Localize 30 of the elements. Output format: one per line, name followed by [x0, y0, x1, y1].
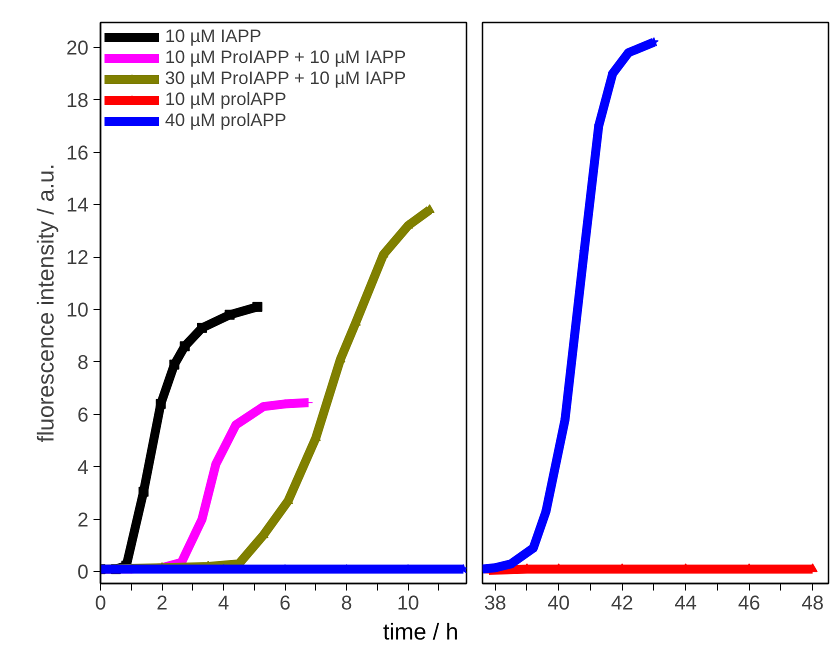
y-tick-label: 8	[77, 352, 88, 374]
x-tick-label: 4	[218, 592, 230, 614]
x-tick-label: 38	[484, 592, 506, 614]
y-tick-label: 20	[66, 37, 89, 60]
x-tick-label: 6	[279, 592, 291, 614]
y-tick-label: 14	[66, 194, 89, 217]
x-tick-label: 40	[548, 592, 570, 614]
y-axis-title: fluorescence intensity / a.u.	[32, 164, 58, 442]
x-tick-label: 2	[156, 592, 168, 614]
legend-label: 10 µM ProIAPP + 10 µM IAPP	[165, 47, 406, 68]
x-tick-label: 48	[802, 592, 824, 614]
x-tick-label: 10	[396, 592, 420, 614]
text: time / h	[382, 618, 458, 644]
y-tick-label: 4	[77, 456, 88, 479]
legend-label: 30 µM ProIAPP + 10 µM IAPP	[165, 68, 406, 89]
y-tick-label: 10	[66, 300, 89, 322]
y-tick-label: 0	[77, 562, 88, 584]
y-tick-label: 16	[66, 142, 89, 164]
y-tick-label: 12	[66, 247, 89, 270]
x-tick-label: 8	[340, 592, 352, 614]
y-tick-label: 18	[66, 90, 89, 112]
legend-label: 10 µM IAPP	[165, 26, 262, 47]
y-tick-label: 2	[77, 509, 88, 532]
legend-label: 10 µM prolAPP	[165, 89, 286, 110]
x-tick-label: 0	[94, 592, 106, 614]
x-tick-label: 44	[674, 592, 697, 614]
legend-label: 40 µM prolAPP	[165, 110, 286, 131]
y-tick-label: 6	[77, 404, 88, 426]
x-tick-label: 42	[611, 592, 634, 614]
x-tick-label: 46	[738, 592, 760, 614]
